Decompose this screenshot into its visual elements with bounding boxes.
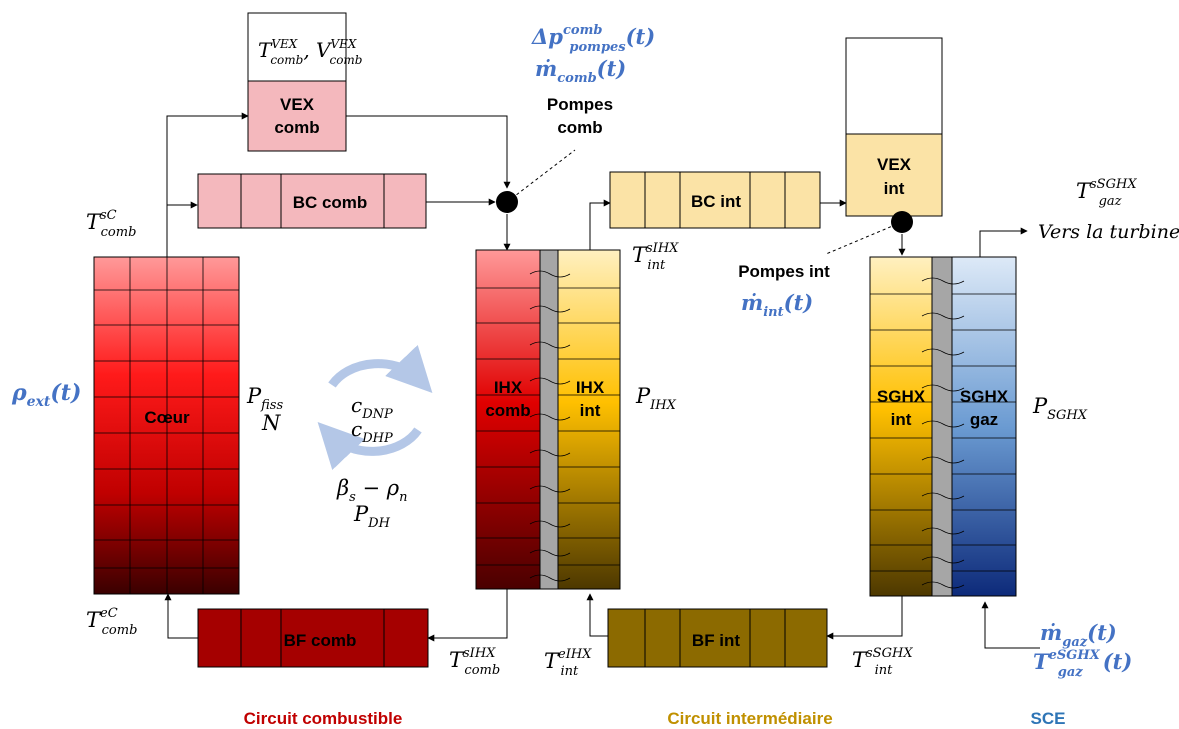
bf-int-label: BF int [692, 631, 740, 650]
pompes-int-label: Pompes int [738, 262, 830, 281]
ihx-int-label-2: int [580, 401, 601, 420]
heat-wave-mark [529, 377, 571, 385]
caption-fuel-circuit: Circuit combustible [244, 709, 403, 728]
p-ihx: PIHX [635, 384, 677, 413]
sghx-int-label-1: SGHX [877, 387, 926, 406]
bc-comb: BC comb [197, 173, 427, 229]
pompe-int-dot [891, 211, 913, 233]
t-comb-sihx: TsIHX comb [449, 646, 500, 678]
bc-int: BC int [609, 171, 821, 229]
coeur-label: Cœur [144, 408, 190, 427]
vex-comb-state: TVEX comb, VVEX comb [258, 37, 362, 67]
heat-wave-mark [921, 420, 965, 428]
m-int-signal: ṁint(t) [741, 290, 813, 320]
ihx-comb-label-1: IHX [494, 378, 523, 397]
c-dnp: cDNP [351, 393, 393, 422]
t-gaz-ssghx: TsSGHX gaz [1076, 177, 1137, 209]
caption-sce: SCE [1031, 709, 1066, 728]
ihx: IHX comb IHX int [475, 249, 621, 590]
t-comb-ec: TeC comb [86, 606, 137, 638]
beta-rho: βs − ρn [336, 476, 407, 505]
sghx: SGHX int SGHX gaz [869, 256, 1017, 597]
caption-intermediate-circuit: Circuit intermédiaire [667, 709, 832, 728]
vex-comb-label-2: comb [274, 118, 319, 137]
pompes-comb-label-2: comb [557, 118, 602, 137]
heat-wave-mark [921, 456, 965, 464]
sghx-gaz-label-1: SGHX [960, 387, 1009, 406]
m-comb-signal: ṁcomb(t) [535, 56, 626, 86]
sghx-int-label-2: int [891, 410, 912, 429]
m-gaz-signal: ṁgaz(t) [1040, 620, 1117, 650]
p-dh: PDH [353, 502, 391, 531]
heat-wave-mark [529, 520, 571, 528]
cycle-arrows-icon [317, 344, 433, 471]
bf-comb: BF comb [197, 608, 429, 668]
bf-comb-label: BF comb [284, 631, 357, 650]
p-fiss: Pfiss [246, 384, 283, 413]
c-dhp: cDHP [351, 417, 393, 446]
bf-int: BF int [607, 608, 828, 668]
n-var: N [261, 411, 281, 435]
ihx-int-label-1: IHX [576, 378, 605, 397]
heat-wave-mark [921, 312, 965, 320]
vers-turbine-label: Vers la turbine [1038, 221, 1179, 243]
heat-wave-mark [529, 413, 571, 421]
coeur: Cœur [93, 256, 240, 595]
heat-wave-mark [529, 549, 571, 557]
bc-comb-label: BC comb [293, 193, 368, 212]
heat-wave-mark [921, 556, 965, 564]
heat-wave-mark [529, 574, 571, 582]
t-gaz-in-signal: TeSGHX gaz (t) [1033, 648, 1132, 680]
vex-int-label-1: VEX [877, 155, 912, 174]
heat-wave-mark [921, 277, 965, 285]
ihx-comb-label-2: comb [485, 401, 530, 420]
vex-comb: VEX comb TVEX comb, VVEX comb [247, 12, 362, 152]
heat-wave-mark [529, 341, 571, 349]
t-comb-sc: TsC comb [86, 208, 136, 240]
heat-wave-mark [921, 581, 965, 589]
vex-comb-label-1: VEX [280, 95, 315, 114]
heat-wave-mark [921, 384, 965, 392]
p-sghx: PSGHX [1032, 394, 1088, 423]
pompe-comb-dot [496, 191, 518, 213]
dp-pompes-signal: Δpcomb pompes(t) [531, 23, 655, 55]
t-int-eihx: TeIHX int [544, 647, 592, 679]
sghx-gaz-label-2: gaz [970, 410, 998, 429]
vex-int: VEX int [845, 37, 943, 217]
vex-int-label-2: int [884, 179, 905, 198]
t-int-ssghx: TsSGHX int [852, 646, 913, 678]
heat-wave-mark [529, 270, 571, 278]
bc-int-label: BC int [691, 192, 741, 211]
heat-wave-mark [921, 527, 965, 535]
heat-wave-mark [921, 492, 965, 500]
heat-wave-mark [529, 305, 571, 313]
pompes-comb-label-1: Pompes [547, 95, 613, 114]
heat-wave-mark [529, 449, 571, 457]
rho-ext-signal: ρext(t) [11, 380, 81, 410]
t-int-sihx: TsIHX int [632, 241, 679, 273]
heat-wave-mark [529, 485, 571, 493]
heat-wave-mark [921, 348, 965, 356]
